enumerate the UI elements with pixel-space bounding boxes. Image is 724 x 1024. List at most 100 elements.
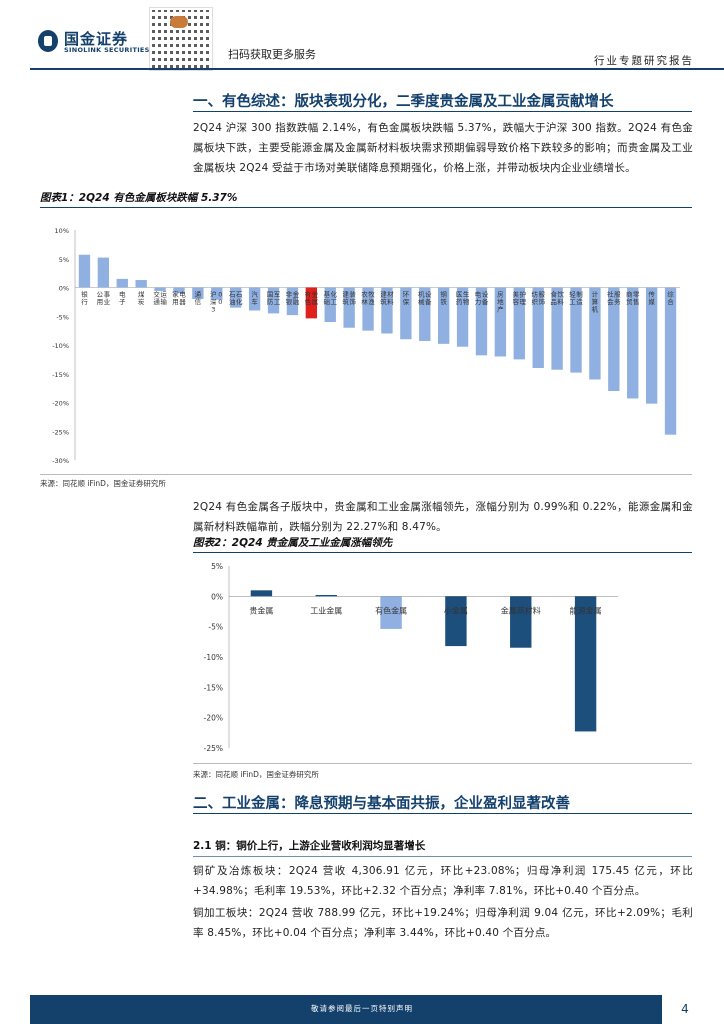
category-label: 计算机 [592,290,599,314]
bar [324,287,336,322]
category-label: 有色金属 [305,290,319,307]
bar [510,596,532,648]
category-label: 传媒 [648,290,655,307]
bar [627,287,639,399]
bar [154,287,166,291]
bar [400,287,412,340]
category-label: 电子 [119,290,126,307]
bar [305,287,317,319]
category-label: 轻工制造 [569,290,583,307]
y-tick-label: 0% [59,285,69,293]
bar [78,254,91,288]
category-label: 医药生物 [456,290,470,307]
y-tick-label: -15% [52,371,69,379]
category-label: 农林牧渔 [361,290,375,307]
bar [211,287,223,300]
subsection-divider [193,856,692,857]
figure2-source: 来源：同花顺 iFinD，国金证券研究所 [193,770,319,779]
section1-divider [193,111,692,112]
figure1-source: 来源：同花顺 iFinD，国金证券研究所 [40,479,166,488]
category-label: 家用电器 [172,290,186,307]
subsection-title: 2.1 铜：铜价上行，上游企业营收利润均显著增长 [193,840,426,852]
bar [173,287,185,294]
figure1-title: 图表1：2Q24 有色金属板块跌幅 5.37% [40,192,238,204]
bar [192,287,204,299]
report-type: 行业专题研究报告 [594,55,694,67]
category-label: 电力设备 [475,290,489,307]
copper-processing-paragraph: 铜加工板块：2Q24 营收 788.99 亿元，环比+19.24%；归母净利润 … [193,907,693,939]
bar [381,287,393,334]
category-label: 国防军工 [267,291,281,307]
figure1-chart: 10% 5% 0% -5% -10% -15% -20% -25% -30% 银行公用事业电子煤炭… [52,227,680,465]
y-tick-label: -5% [56,313,69,321]
section2-title: 二、工业金属：降息预期与基本面共振，企业盈利显著改善 [193,796,570,812]
category-label: 煤炭 [138,290,145,307]
bar [608,287,620,391]
category-label: 贵金属 [249,605,273,615]
mid-paragraph: 2Q24 有色金属各子版块中，贵金属和工业金属涨幅领先，涨幅分别为 0.99%和… [193,501,693,533]
bar [362,287,374,331]
category-label: 商贸零售 [626,290,640,307]
bar [494,287,507,357]
bar [267,287,280,314]
bar [551,287,563,370]
bar [574,596,597,732]
category-label: 环保 [403,291,410,307]
section1-paragraph: 2Q24 沪深 300 指数跌幅 2.14%，有色金属板块跌幅 5.37%，跌幅… [193,122,693,174]
y-tick-label: -20% [52,400,69,408]
category-label: 房地产 [497,290,504,314]
brand-logo-icon [38,30,58,52]
figure2-divider [193,552,692,553]
y-tick-label: 0% [211,592,223,601]
section1-title: 一、有色综述：版块表现分化，二季度贵金属及工业金属贡献增长 [193,94,614,110]
bar [532,287,544,368]
page-number: 4 [662,995,708,1024]
category-label: 公用事业 [97,290,111,307]
bar [286,287,299,316]
category-label: 综合 [667,290,674,307]
category-label: 能源金属 [570,605,602,615]
bar [116,278,128,288]
y-tick-label: 5% [59,256,69,264]
y-tick-label: -10% [52,342,69,350]
category-label: 有色金属 [375,605,407,615]
category-label: 机械设备 [418,290,432,307]
brand-name-en: SINOLINK SECURITIES [64,46,150,54]
bar [230,287,242,308]
figure1-bottom-divider [40,474,692,475]
bar [135,280,147,288]
scan-hint: 扫码获取更多服务 [228,48,316,61]
bar [475,287,488,356]
category-label: 钢铁 [440,291,447,307]
y-tick-label: 10% [55,227,69,235]
category-label: 社会服务 [607,290,621,307]
category-label: 建筑装饰 [342,290,356,307]
category-label: 美容护理 [513,290,527,307]
bar [343,287,355,328]
category-label: 食品饮料 [550,290,564,307]
figure1-divider [40,207,692,208]
bar [456,287,469,347]
footer-disclaimer: 敬请参阅最后一页特别声明 [311,1004,413,1013]
bar [645,287,658,404]
section2-divider [193,813,692,814]
bar [250,590,273,597]
bar [380,596,402,629]
y-tick-label: -20% [204,714,223,723]
bar [315,594,337,597]
y-tick-label: -25% [204,744,223,753]
y-tick-label: -10% [204,653,223,662]
header-divider [30,68,724,70]
category-label: 基础化工 [323,290,337,307]
category-label: 纺织服饰 [531,290,545,307]
figure2-bottom-divider [193,763,692,764]
category-label: 建筑材料 [380,290,394,307]
category-label: 小金属 [444,605,468,615]
bar [445,596,467,647]
brand-name-cn: 国金证券 [64,30,129,48]
y-tick-label: -30% [52,457,69,465]
bar [570,287,582,373]
bar [513,287,525,360]
category-label: 交通运输 [153,290,167,307]
category-label: 沪深 30 0 [210,290,222,314]
